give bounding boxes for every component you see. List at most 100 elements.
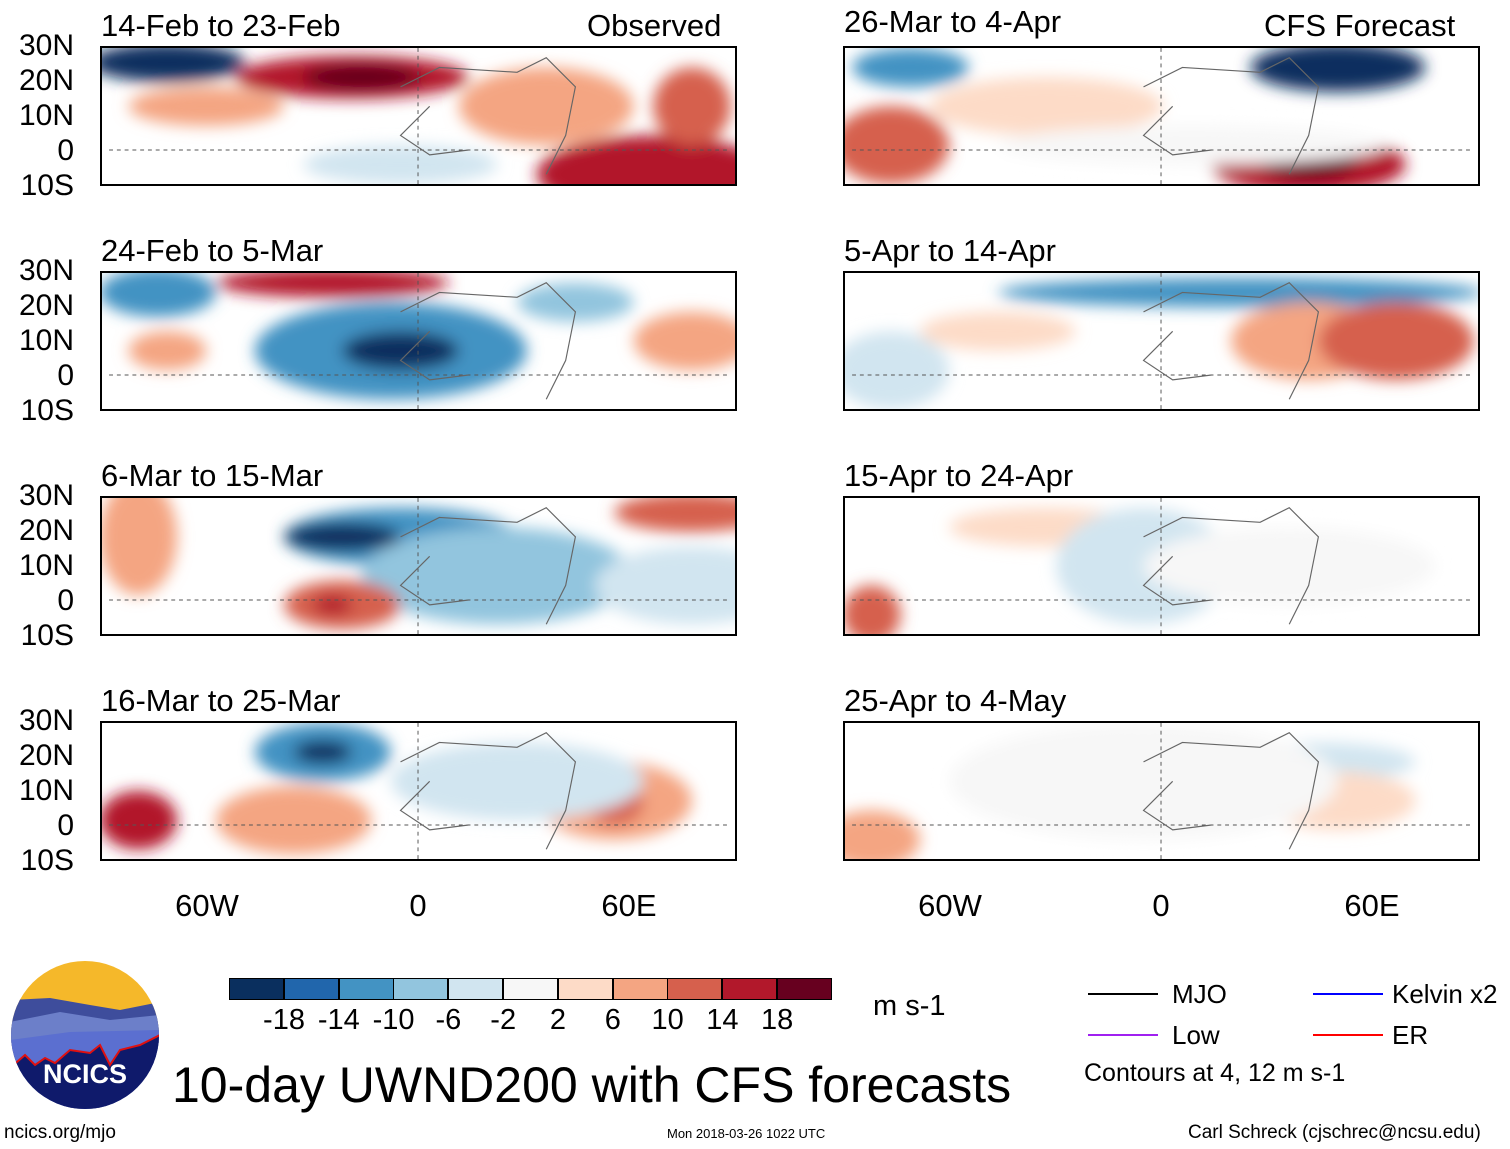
x-tick-label: 0 [409, 888, 427, 923]
map-panel [832, 271, 1484, 411]
figure-title: 10-day UWND200 with CFS forecasts [172, 1057, 1012, 1113]
wind-anomaly-region [390, 742, 644, 821]
wind-anomaly-region [128, 331, 207, 371]
colorbar-label: 10 [651, 1004, 684, 1036]
wind-anomaly-region [517, 282, 634, 322]
wind-anomaly-region [929, 77, 1163, 136]
map-panel [99, 478, 790, 636]
colorbar-swatch [229, 978, 284, 1000]
wind-anomaly-region [822, 810, 921, 869]
x-tick-label: 0 [1152, 888, 1170, 923]
legend-mjo: MJO [1172, 979, 1227, 1009]
panel-title: 16-Mar to 25-Mar [101, 683, 341, 718]
y-tick-label: 10S [20, 394, 74, 427]
panel-title: 26-Mar to 4-Apr [844, 4, 1062, 39]
colorbar-swatch [503, 978, 558, 1000]
y-tick-label: 0 [57, 584, 74, 617]
colorbar-label: -6 [435, 1004, 462, 1036]
x-tick-label: 60E [1344, 888, 1400, 923]
wind-anomaly-region [832, 331, 950, 409]
legend-low: Low [1172, 1020, 1220, 1050]
wind-anomaly-region [128, 86, 284, 126]
y-tick-label: 0 [57, 809, 74, 842]
wind-anomaly-region [633, 311, 751, 371]
wind-anomaly-region [1143, 527, 1435, 605]
colorbar-label: 18 [761, 1004, 794, 1036]
y-tick-label: 10S [20, 844, 74, 877]
colorbar-label: 14 [706, 1004, 739, 1036]
y-tick-label: 30N [18, 704, 74, 737]
footer-url[interactable]: ncics.org/mjo [4, 1122, 116, 1143]
wind-anomaly-region [99, 791, 178, 850]
wind-anomaly-region [89, 43, 246, 82]
colorbar-label: 2 [549, 1004, 567, 1036]
legend-swatch-kelvin [1313, 993, 1383, 995]
colorbar-swatch [448, 978, 504, 1000]
forecast-header: CFS Forecast [1264, 8, 1456, 43]
colorbar-swatch [667, 978, 723, 1000]
map-panel [99, 268, 751, 411]
y-tick-label: 10S [20, 169, 74, 202]
wind-anomaly-region [293, 740, 352, 764]
colorbar-swatch [557, 978, 613, 1000]
colorbar-swatch [393, 978, 449, 1000]
colorbar-label: -14 [317, 1004, 360, 1036]
y-tick-label: 30N [18, 254, 74, 287]
y-tick-label: 10N [18, 549, 74, 582]
colorbar-swatch [777, 978, 832, 1000]
y-tick-label: 10N [18, 324, 74, 357]
wind-anomaly-region [832, 106, 950, 184]
y-tick-label: 20N [18, 64, 74, 97]
wind-anomaly-region [303, 63, 420, 91]
logo-text: NCICS [43, 1059, 127, 1089]
wind-anomaly-region [997, 125, 1387, 165]
map-panel [89, 43, 770, 214]
legend-swatch-low [1088, 1034, 1158, 1036]
x-tick-label: 60E [601, 888, 657, 923]
x-tick-label: 60W [918, 888, 982, 923]
panel-title: 24-Feb to 5-Mar [101, 233, 324, 268]
y-tick-label: 10N [18, 774, 74, 807]
colorbar-swatch [283, 978, 339, 1000]
wind-anomaly-region [342, 331, 459, 371]
y-tick-label: 20N [18, 514, 74, 547]
colorbar-swatch [338, 978, 394, 1000]
colorbar-units: m s-1 [873, 990, 946, 1022]
map-panel [99, 721, 737, 861]
y-tick-label: 10S [20, 619, 74, 652]
y-tick-label: 0 [57, 134, 74, 167]
footer-timestamp: Mon 2018-03-26 1022 UTC [667, 1126, 826, 1141]
observed-header: Observed [587, 8, 722, 43]
map-panel [832, 43, 1480, 194]
wind-anomaly-region [920, 311, 1076, 351]
y-tick-label: 10N [18, 99, 74, 132]
colorbar-swatch [722, 978, 778, 1000]
wind-anomaly-region [313, 595, 352, 615]
y-tick-label: 20N [18, 289, 74, 322]
map-panel [822, 721, 1480, 869]
panel-title: 14-Feb to 23-Feb [101, 8, 341, 43]
wind-anomaly-region [1250, 43, 1426, 92]
footer-credit: Carl Schreck (cjschrec@ncsu.edu) [1188, 1122, 1481, 1143]
wind-anomaly-region [949, 723, 1338, 840]
wind-anomaly-region [653, 67, 731, 146]
wind-anomaly-region [458, 67, 634, 146]
wind-anomaly-region [215, 268, 450, 298]
panel-title: 15-Apr to 24-Apr [844, 458, 1074, 493]
wind-anomaly-region [99, 478, 178, 596]
legend-er: ER [1392, 1020, 1429, 1050]
colorbar-label: -2 [490, 1004, 517, 1036]
colorbar-label: -18 [263, 1004, 305, 1036]
ncics-logo: NCICS [10, 960, 160, 1110]
contour-note: Contours at 4, 12 m s-1 [1084, 1059, 1346, 1087]
y-tick-label: 0 [57, 359, 74, 392]
wind-anomaly-region [997, 277, 1484, 307]
wind-anomaly-region [1318, 302, 1474, 380]
wind-anomaly-region [283, 522, 401, 552]
wind-anomaly-region [614, 493, 770, 532]
legend-swatch-mjo [1088, 993, 1158, 995]
y-tick-label: 20N [18, 739, 74, 772]
legend-kelvin: Kelvin x2 [1392, 979, 1498, 1009]
wind-anomaly-region [215, 786, 372, 855]
panel-title: 5-Apr to 14-Apr [844, 233, 1056, 268]
